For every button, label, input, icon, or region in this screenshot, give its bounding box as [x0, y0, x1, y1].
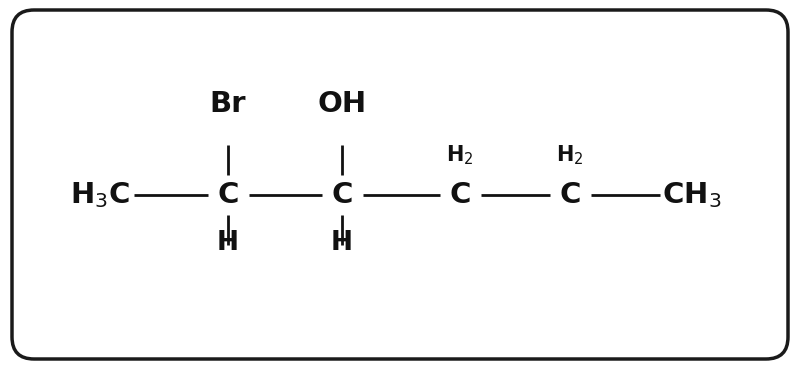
Text: OH: OH — [318, 90, 366, 118]
Text: C: C — [559, 181, 581, 209]
Text: C: C — [331, 181, 353, 209]
Text: C: C — [450, 181, 470, 209]
FancyBboxPatch shape — [12, 10, 788, 359]
Text: Br: Br — [210, 90, 246, 118]
Text: H$_3$C: H$_3$C — [70, 180, 130, 210]
Text: CH$_3$: CH$_3$ — [662, 180, 722, 210]
Text: C: C — [218, 181, 238, 209]
Text: H$_2$: H$_2$ — [556, 144, 584, 167]
Text: H$_2$: H$_2$ — [446, 144, 474, 167]
Text: H: H — [217, 230, 239, 256]
Text: H: H — [331, 230, 353, 256]
